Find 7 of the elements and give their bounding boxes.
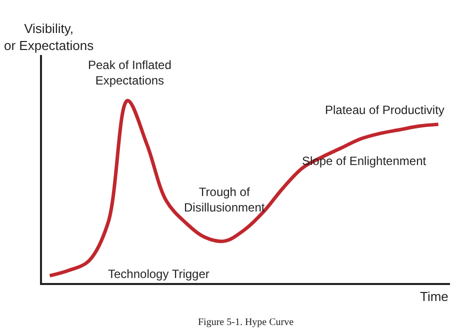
annotation: Technology Trigger	[108, 267, 210, 281]
annotation: Trough of Disillusionment	[184, 185, 266, 215]
text: Peak of Inflated Expectations	[88, 58, 172, 88]
annotation: Plateau of Productivity	[325, 103, 444, 117]
caption: Figure 5-1. Hype Curve	[198, 317, 294, 328]
y-axis-title: Visibility, or Expectations	[4, 21, 94, 53]
x-axis-title: Time	[420, 289, 448, 304]
